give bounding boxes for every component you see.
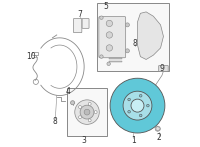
Circle shape (110, 78, 165, 133)
Circle shape (125, 23, 129, 27)
Circle shape (131, 99, 144, 112)
Circle shape (106, 32, 113, 38)
Text: 10: 10 (27, 52, 36, 61)
Bar (109, 61, 122, 62)
Text: 9: 9 (160, 64, 164, 73)
Circle shape (125, 49, 129, 53)
Circle shape (71, 101, 75, 105)
Circle shape (80, 105, 94, 119)
Bar (97, 3, 169, 71)
Text: 2: 2 (157, 133, 161, 142)
Circle shape (128, 98, 130, 101)
Circle shape (139, 94, 142, 97)
Circle shape (128, 110, 130, 113)
Circle shape (75, 100, 99, 124)
Circle shape (100, 55, 103, 58)
FancyBboxPatch shape (159, 66, 168, 71)
Circle shape (147, 104, 149, 107)
Text: 5: 5 (103, 2, 108, 11)
Text: 8: 8 (132, 39, 137, 48)
Text: 8: 8 (53, 117, 58, 126)
Circle shape (88, 119, 91, 122)
Polygon shape (137, 12, 163, 60)
Text: 7: 7 (77, 10, 82, 19)
FancyBboxPatch shape (82, 19, 89, 28)
Circle shape (79, 116, 81, 119)
FancyBboxPatch shape (99, 16, 126, 58)
Circle shape (106, 45, 113, 51)
Text: 3: 3 (82, 136, 87, 145)
Circle shape (106, 20, 113, 27)
Circle shape (155, 126, 160, 131)
Text: 1: 1 (131, 136, 136, 145)
Circle shape (107, 62, 110, 66)
FancyBboxPatch shape (73, 19, 82, 33)
Circle shape (84, 109, 90, 115)
Text: 4: 4 (66, 87, 71, 96)
Bar (67, 88, 107, 136)
Circle shape (94, 111, 97, 113)
Circle shape (139, 114, 142, 117)
FancyBboxPatch shape (32, 52, 38, 55)
Circle shape (88, 102, 91, 105)
Circle shape (100, 16, 103, 19)
Bar (109, 58, 122, 60)
Circle shape (79, 106, 81, 108)
Circle shape (123, 91, 152, 120)
